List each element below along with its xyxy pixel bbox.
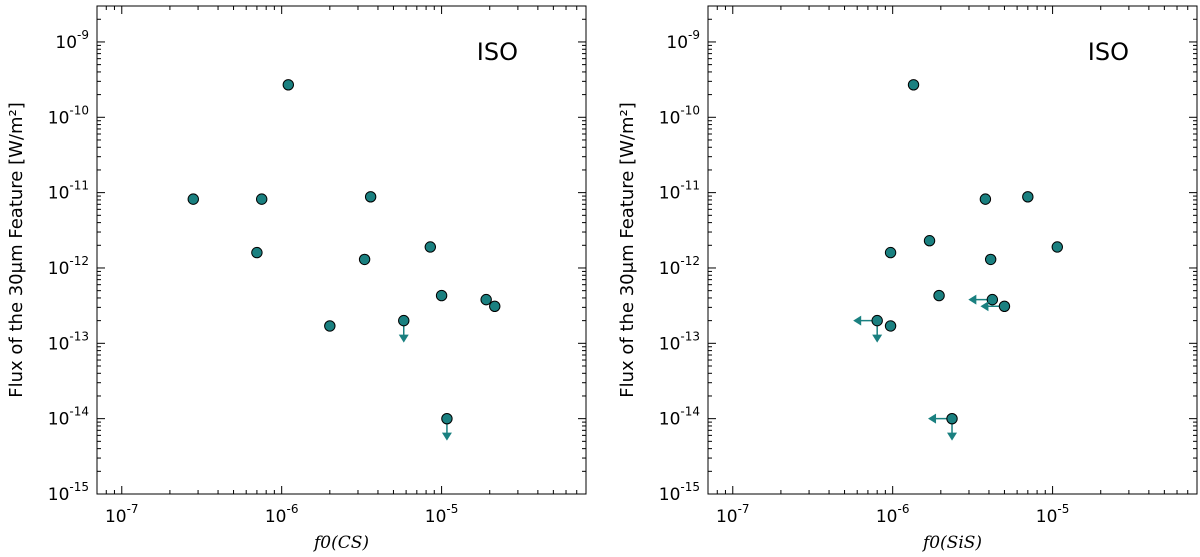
y-tick-label: 10-13 — [48, 329, 89, 354]
data-point — [480, 293, 492, 306]
y-tick-label: 10-10 — [48, 103, 89, 128]
data-point — [489, 300, 501, 312]
data-point — [398, 314, 410, 327]
data-point — [979, 193, 992, 205]
data-point — [907, 79, 920, 91]
upper-limit-arrow-down — [398, 334, 409, 343]
data-point — [441, 412, 453, 425]
upper-limit-arrow-left — [980, 301, 989, 312]
y-axis-label: Flux of the 30μm Feature [W/m²] — [617, 102, 638, 397]
y-tick-label: 10-12 — [659, 254, 700, 279]
x-tick-label: 10-7 — [716, 502, 750, 527]
y-tick-label: 10-9 — [666, 28, 700, 53]
data-point — [251, 246, 263, 259]
upper-limit-arrow-down — [947, 432, 958, 441]
x-axis-label: f0(CS) — [312, 533, 369, 553]
upper-limit-arrow-left — [968, 294, 977, 305]
y-tick-label: 10-15 — [659, 480, 700, 505]
y-tick-label: 10-14 — [48, 405, 89, 430]
panel-title: ISO — [1088, 38, 1129, 66]
data-point — [998, 300, 1011, 312]
y-tick-label: 10-12 — [48, 254, 89, 279]
x-tick-label: 10-5 — [1036, 502, 1070, 527]
x-tick-label: 10-5 — [425, 502, 459, 527]
data-point — [324, 320, 336, 332]
upper-limit-arrow-left — [928, 413, 937, 424]
x-axis-label: f0(SiS) — [921, 533, 982, 553]
data-point — [435, 289, 448, 302]
data-point — [933, 289, 945, 302]
panel-title: ISO — [477, 38, 518, 66]
plot-frame — [707, 5, 1198, 495]
data-point — [984, 253, 997, 266]
y-tick-label: 10-11 — [48, 179, 89, 204]
upper-limit-arrow-down — [441, 432, 452, 441]
upper-limit-arrow-down — [872, 334, 883, 343]
chart-panel-sis: 10-7 10-6 10-5 10-15 10-14 10-13 10-12 10-11 10-… — [617, 5, 1198, 553]
x-tick-label: 10-6 — [876, 502, 910, 527]
y-tick-label: 10-9 — [55, 28, 89, 53]
x-tick-label: 10-6 — [265, 502, 299, 527]
data-point — [884, 246, 897, 259]
chart-panel-cs: 10-7 10-6 10-5 10-15 10-14 10-13 10-12 10-11 10-… — [6, 5, 587, 553]
data-point — [1022, 191, 1034, 203]
y-tick-label: 10-10 — [659, 103, 700, 128]
data-point — [884, 320, 897, 332]
data-point — [358, 253, 371, 266]
data-point — [986, 293, 999, 306]
y-tick-label: 10-13 — [659, 329, 700, 354]
y-tick-label: 10-14 — [659, 405, 700, 430]
data-point — [282, 79, 294, 91]
y-axis-label: Flux of the 30μm Feature [W/m²] — [6, 102, 27, 397]
data-point — [871, 314, 883, 327]
data-point — [1051, 241, 1063, 253]
y-tick-label: 10-11 — [659, 179, 700, 204]
data-point — [424, 241, 437, 253]
data-point — [923, 235, 936, 247]
y-tick-label: 10-15 — [48, 480, 89, 505]
x-tick-label: 10-7 — [105, 502, 139, 527]
data-point — [256, 193, 268, 205]
plot-frame — [96, 5, 587, 495]
upper-limit-arrow-left — [853, 315, 862, 326]
data-point — [364, 191, 377, 203]
data-point — [946, 412, 958, 425]
data-point — [187, 193, 199, 205]
